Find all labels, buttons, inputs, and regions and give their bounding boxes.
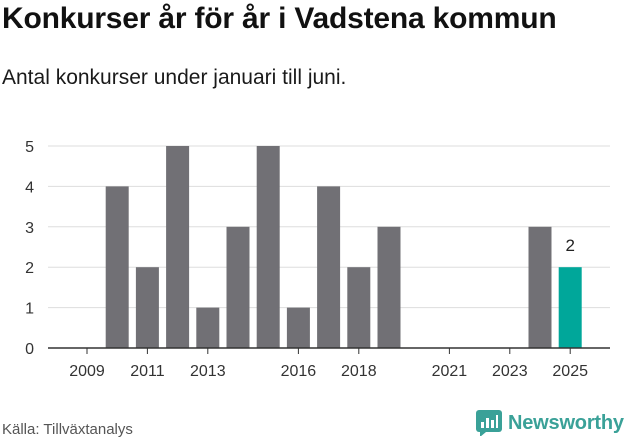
bar-chart: 0 1 2 3 4 5 2009 2011 2013 2016 2018 2021 2023 2025 2	[25, 139, 610, 380]
x-tick-label-2018: 2018	[341, 363, 377, 380]
x-tick-label-2025: 2025	[552, 363, 588, 380]
chart-subtitle: Antal konkurser under januari till juni.	[2, 66, 347, 89]
bar-2013	[196, 307, 220, 348]
x-tick-label-2021: 2021	[432, 363, 468, 380]
bar-2014	[226, 226, 250, 348]
y-tick-label-2: 2	[25, 260, 34, 277]
brand-logo: Newsworthy	[476, 409, 624, 437]
y-tick-label-3: 3	[25, 220, 34, 237]
x-tick-label-2011: 2011	[130, 363, 165, 380]
x-tick-label-2013: 2013	[190, 363, 226, 380]
x-tick-label-2023: 2023	[492, 363, 528, 380]
bar-2012	[166, 146, 190, 348]
bar-2024	[528, 226, 552, 348]
y-tick-label-0: 0	[25, 341, 34, 358]
bar-2010	[105, 186, 129, 348]
brand-name: Newsworthy	[508, 411, 624, 434]
x-tick-label-2016: 2016	[281, 363, 317, 380]
bar-2019	[377, 226, 401, 348]
bar-2011	[135, 267, 159, 348]
x-tick-label-2009: 2009	[69, 363, 105, 380]
y-tick-label-4: 4	[25, 179, 34, 196]
y-tick-label-5: 5	[25, 139, 34, 156]
bar-2017	[317, 186, 341, 348]
y-tick-label-1: 1	[25, 301, 34, 318]
source-note: Källa: Tillväxtanalys	[2, 421, 133, 438]
bar-2016	[286, 307, 310, 348]
bar-2015	[256, 146, 280, 348]
newsworthy-logo-icon	[476, 410, 502, 436]
chart-title: Konkurser år för år i Vadstena kommun	[2, 2, 557, 35]
bar-2025	[558, 267, 582, 348]
bar-2018	[347, 267, 371, 348]
data-label-2025: 2	[565, 236, 574, 255]
